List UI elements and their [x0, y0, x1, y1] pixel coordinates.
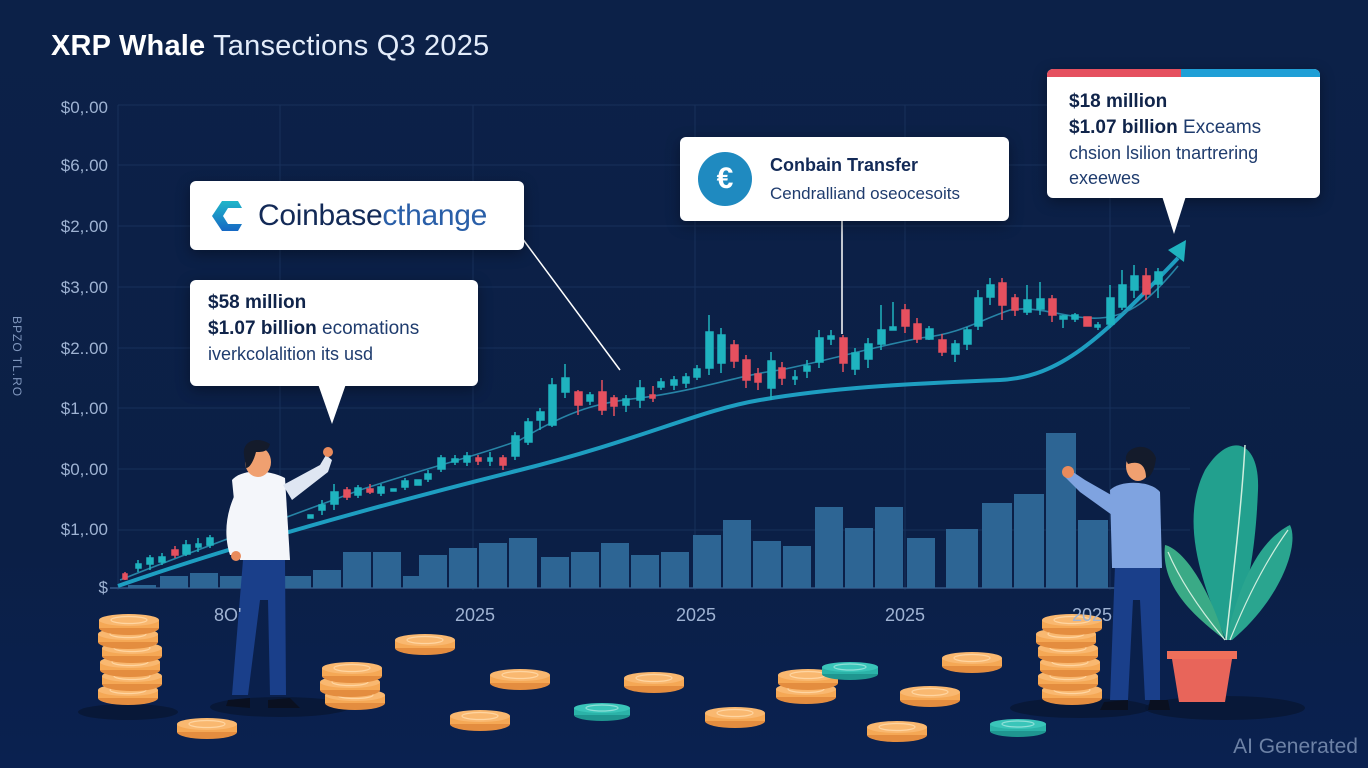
- callout-amount: $58 million: [208, 292, 307, 313]
- x-tick: 2025: [455, 605, 496, 625]
- coinbase-name-suffix: cthange: [382, 198, 488, 232]
- plant-illustration: [1164, 444, 1293, 702]
- title-bold: XRP Whale: [51, 30, 206, 62]
- person-right-illustration: [1062, 446, 1170, 710]
- left-info-callout: $58 million $1.07 billion ecomations ive…: [190, 280, 478, 424]
- title-rest: Tansections Q3 2025: [213, 30, 490, 62]
- coinbase-name: Coinbasecthange: [258, 199, 487, 233]
- y-tick: $1,.00: [60, 520, 108, 539]
- callout-accent-bar: [1047, 69, 1320, 77]
- callout-amount: $18 million: [1069, 91, 1168, 112]
- coinbase-name-main: Coinbase: [258, 198, 383, 232]
- y-tick: $2,.00: [60, 217, 108, 236]
- callout-line3: chsion lsilion tnartrering: [1069, 143, 1259, 163]
- trend-line: [117, 256, 1180, 588]
- callout-line2: $1.07 billion ecomations: [208, 318, 460, 340]
- right-info-callout: $18 million $1.07 billion Exceams chsion…: [1047, 69, 1320, 234]
- y-tick: $: [98, 578, 108, 597]
- x-tick: 2025: [1072, 605, 1113, 625]
- ai-generated-watermark: AI Generated: [1233, 735, 1358, 758]
- y-tick: $0,.00: [60, 460, 108, 479]
- y-tick: $1,.00: [60, 399, 108, 418]
- x-tick: 2025: [676, 605, 717, 625]
- transfer-title: Conbain Transfer: [770, 154, 919, 175]
- trend-arrow-head: [1168, 240, 1186, 262]
- callout-bold-value: $1.07 billion: [1069, 117, 1178, 138]
- coinbase-logo-icon: [212, 200, 242, 231]
- callout-line4: exeewes: [1069, 168, 1141, 188]
- y-tick: $6,.00: [60, 156, 108, 175]
- callout-bold-value: $1.07 billion: [208, 318, 317, 339]
- connector-coinbase: [521, 237, 621, 371]
- callout-line2-rest: ecomations: [322, 318, 420, 339]
- y-tick: $2..00: [60, 339, 108, 358]
- candlesticks: [122, 265, 1163, 580]
- callout-tail: [1162, 196, 1186, 234]
- callout-line2: $1.07 billion Exceams: [1069, 117, 1298, 139]
- callout-line2-rest: Exceams: [1183, 117, 1262, 138]
- x-tick: 2025: [885, 605, 926, 625]
- x-tick: 8O': [214, 605, 242, 625]
- person-left-illustration: [226, 439, 333, 708]
- transfer-callout: € Conbain Transfer Cendralliand oseoceso…: [680, 137, 1009, 221]
- y-tick: $3,.00: [60, 278, 108, 297]
- callout-line3: iverkcolalition its usd: [208, 344, 374, 364]
- euro-icon: €: [698, 152, 752, 206]
- y-tick: $0,.00: [60, 98, 108, 117]
- volume-bars: [128, 433, 1108, 588]
- chart-title: XRP Whale Tansections Q3 2025: [51, 30, 489, 63]
- coinbase-callout: Coinbasecthange: [190, 181, 524, 250]
- callout-tail: [318, 384, 346, 424]
- transfer-subtitle: Cendralliand oseocesoits: [770, 183, 960, 203]
